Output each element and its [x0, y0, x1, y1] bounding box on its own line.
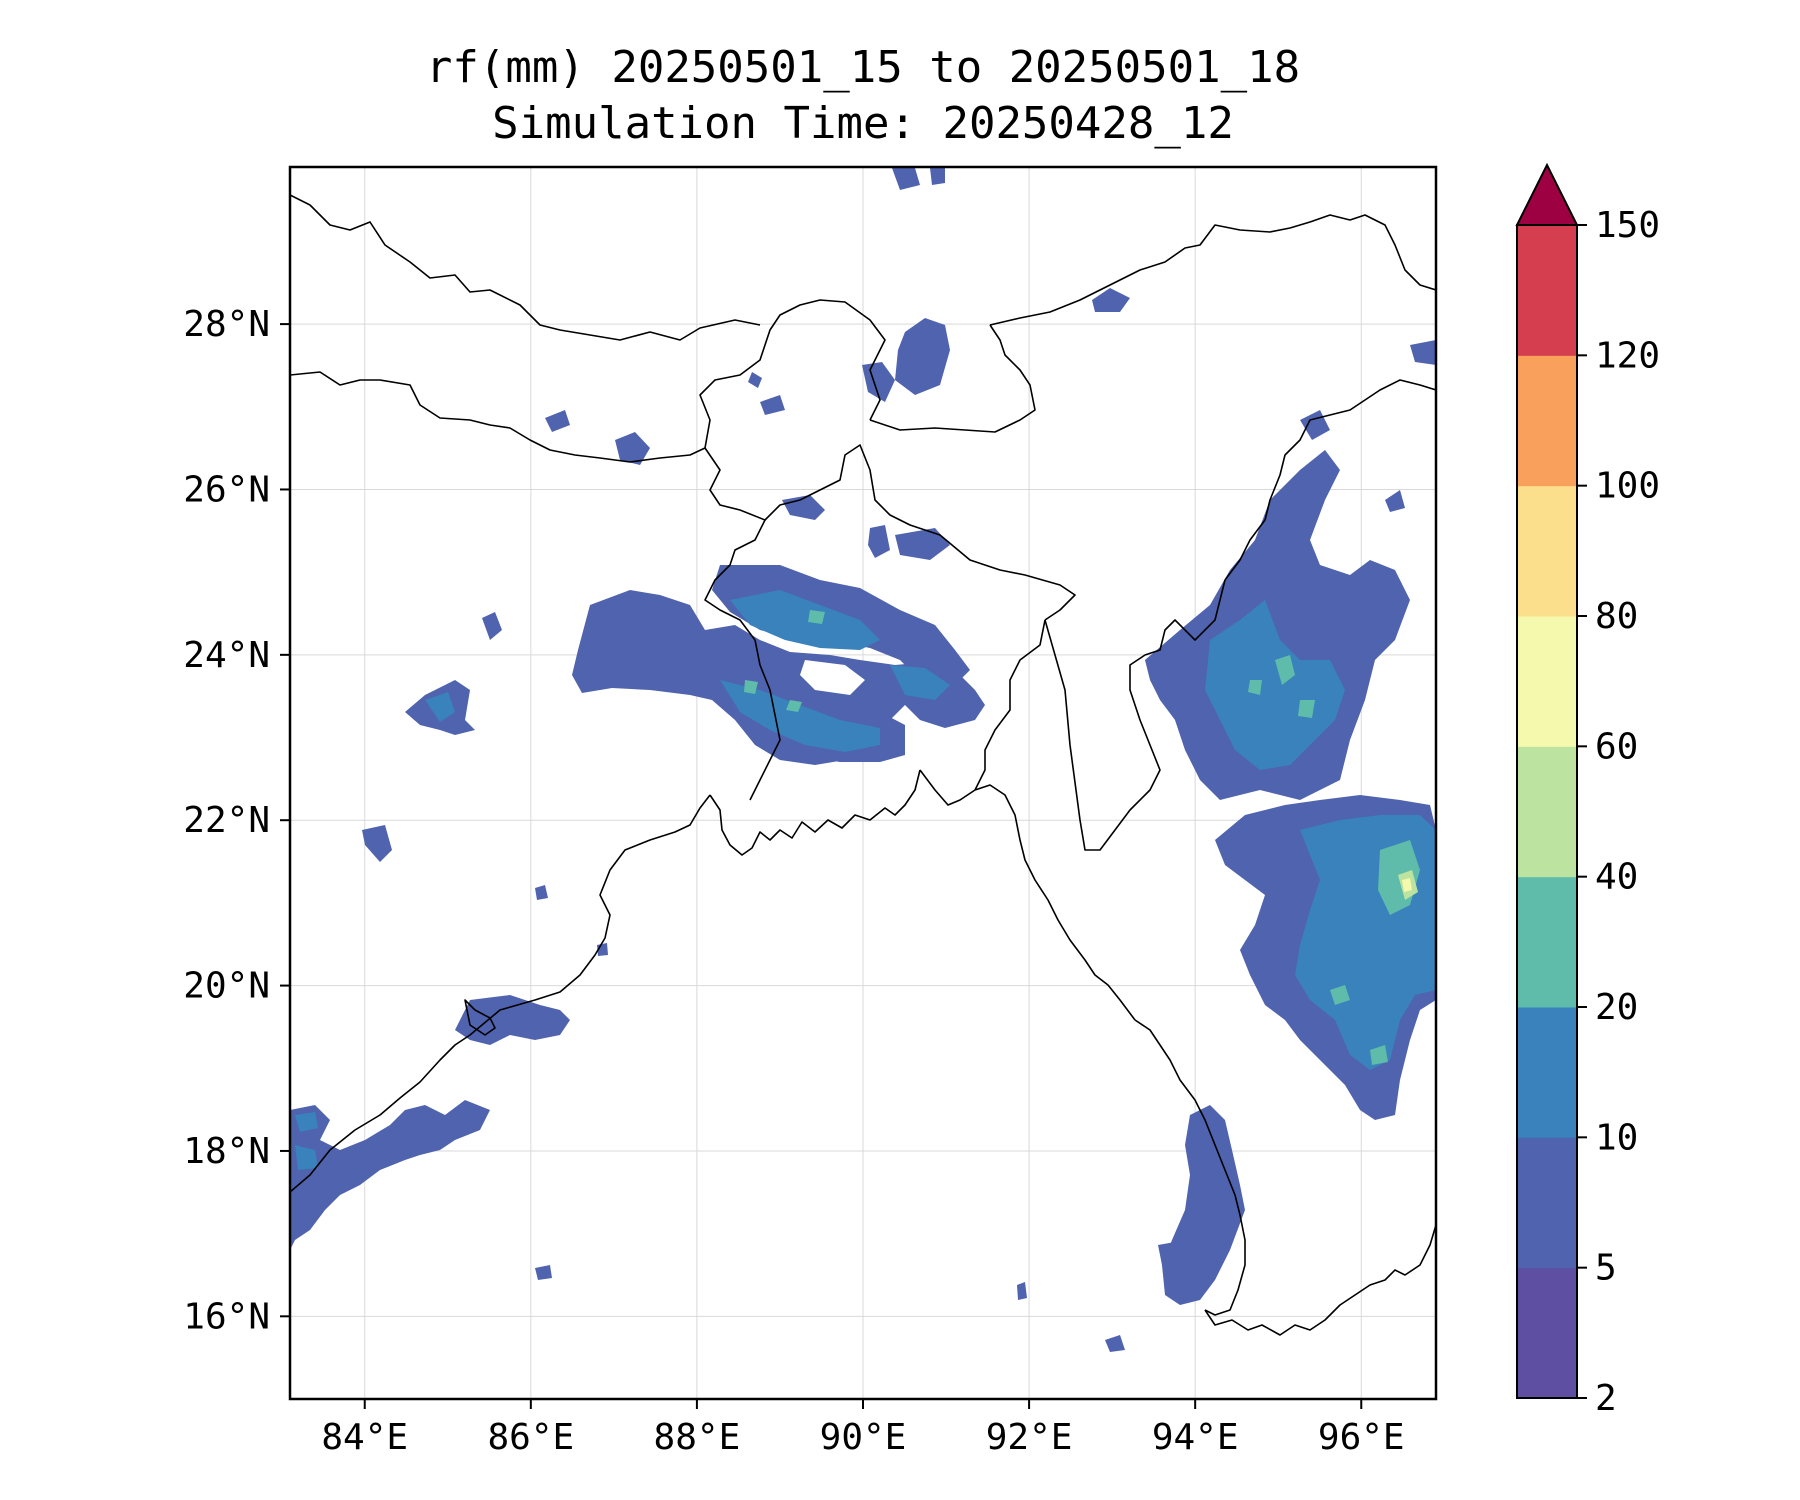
x-tick-label: 90°E	[820, 1417, 907, 1458]
colorbar-tick-label: 80	[1595, 596, 1638, 637]
colorbar-segment	[1517, 225, 1577, 356]
border-arunachal	[1224, 379, 1436, 581]
colorbar-segment	[1517, 616, 1577, 747]
y-tick-label: 22°N	[183, 800, 270, 841]
rain-patch-bay-d	[535, 885, 608, 956]
rain-patch-north-top	[892, 168, 945, 190]
colorbar-frame	[1516, 224, 1578, 1399]
rain-patch-bay-a	[535, 1265, 552, 1280]
coastline-bangladesh	[919, 769, 1136, 1021]
border-bangladesh-north	[764, 444, 1076, 621]
colorbar-tick-label: 150	[1595, 205, 1660, 246]
colorbar: 2 5 10 20 40 60 80 100 120 150	[1515, 162, 1660, 1419]
rain-patch-bay-c	[1105, 1335, 1125, 1352]
y-tick-label: 26°N	[183, 469, 270, 510]
rain-patch-jharkhand-ring	[800, 660, 865, 695]
colorbar-tick-label: 120	[1595, 335, 1660, 376]
rain-patch-arunachal	[1092, 288, 1130, 312]
rain-band-andhra-coast	[290, 1100, 490, 1250]
axis-tick-labels: 84°E 86°E 88°E 90°E 92°E 94°E 96°E 16°N 18°N 20°N…	[183, 304, 1404, 1458]
rain-max-myanmar-b	[1330, 985, 1388, 1065]
map-title: rf(mm) 20250501_15 to 20250501_18	[426, 42, 1300, 93]
rain-core-andhra	[295, 1112, 318, 1170]
colorbar-tick-label: 10	[1595, 1117, 1638, 1158]
x-tick-label: 94°E	[1152, 1417, 1239, 1458]
coastline-india-east	[290, 794, 711, 1193]
rain-patch-bhutan	[895, 318, 950, 395]
rain-patch-meghalaya	[868, 525, 950, 560]
border-bangladesh-west	[704, 447, 781, 801]
y-tick-label: 16°N	[183, 1296, 270, 1337]
colorbar-tick-label: 2	[1595, 1378, 1617, 1419]
coastline-myanmar-west	[1134, 1019, 1246, 1316]
simulation-time-subtitle: Simulation Time: 20250428_12	[492, 98, 1234, 149]
rain-patch-sikkim	[748, 372, 785, 415]
y-tick-label: 20°N	[183, 966, 270, 1007]
rain-band-northeast-outer	[1145, 450, 1410, 800]
colorbar-segment	[1517, 1007, 1577, 1138]
rain-core-bengal-b	[720, 680, 880, 752]
colorbar-segment	[1517, 746, 1577, 878]
rain-core-bengal-c	[890, 665, 950, 700]
rain-patch-odisha-coast	[455, 995, 570, 1045]
colorbar-tick-label: 20	[1595, 987, 1638, 1028]
colorbar-segment	[1517, 485, 1577, 617]
colorbar-tick-label: 60	[1595, 726, 1638, 767]
coastlines-and-borders	[290, 194, 1436, 1336]
border-sikkim-bhutan	[699, 299, 886, 449]
colorbar-tick-label: 40	[1595, 857, 1638, 898]
rain-core-odisha-inland	[425, 692, 455, 722]
coastline-sundarbans	[709, 769, 921, 856]
rain-patch-myanmar-east-edge	[1410, 340, 1436, 365]
y-tick-label: 18°N	[183, 1131, 270, 1172]
colorbar-tick-label: 100	[1595, 466, 1660, 507]
axis-ticks	[280, 323, 1363, 1409]
x-tick-label: 96°E	[1318, 1417, 1405, 1458]
colorbar-segment	[1517, 1267, 1577, 1399]
rain-patch-chhattisgarh	[362, 825, 392, 862]
border-tibet-east	[989, 214, 1436, 326]
rain-max-northeast-a	[1275, 655, 1315, 718]
rain-max-bengal	[744, 610, 825, 712]
y-tick-label: 24°N	[183, 635, 270, 676]
border-bhutan-south	[869, 324, 1036, 433]
rain-patch-nepal	[615, 432, 650, 465]
border-mizoram-myanmar	[1044, 579, 1226, 851]
rain-band-rakhine	[1162, 1105, 1245, 1305]
rain-patch-bihar	[482, 612, 502, 640]
rain-max-northeast-b	[1248, 680, 1262, 695]
rain-patch-rakhine-south	[1158, 1242, 1180, 1280]
x-tick-label: 92°E	[986, 1417, 1073, 1458]
colorbar-segment	[1517, 1137, 1577, 1269]
x-tick-label: 88°E	[654, 1417, 741, 1458]
y-tick-label: 28°N	[183, 304, 270, 345]
border-bangladesh-east	[974, 619, 1046, 791]
colorbar-tick-label: 5	[1595, 1248, 1617, 1289]
rain-core-bengal-a	[730, 590, 880, 650]
x-tick-label: 86°E	[487, 1417, 574, 1458]
x-tick-label: 84°E	[321, 1417, 408, 1458]
rain-core-northeast	[1205, 600, 1345, 770]
border-nepal-north	[290, 194, 761, 341]
map-area: 84°E 86°E 88°E 90°E 92°E 94°E 96°E 16°N 18°N 20°N…	[183, 165, 1438, 1458]
rain-patch-bay-b	[1017, 1282, 1027, 1300]
colorbar-extend-arrow	[1515, 162, 1579, 226]
colorbar-segment	[1517, 355, 1577, 487]
rain-yellow-myanmar	[1402, 878, 1412, 892]
colorbar-segment	[1517, 876, 1577, 1008]
rain-patch-nepal-small	[545, 410, 570, 432]
rainfall-field	[290, 168, 1436, 1352]
coastline-chilika	[464, 999, 496, 1036]
coastline-irrawaddy-delta	[1204, 1224, 1436, 1336]
border-nepal-south	[290, 371, 706, 463]
